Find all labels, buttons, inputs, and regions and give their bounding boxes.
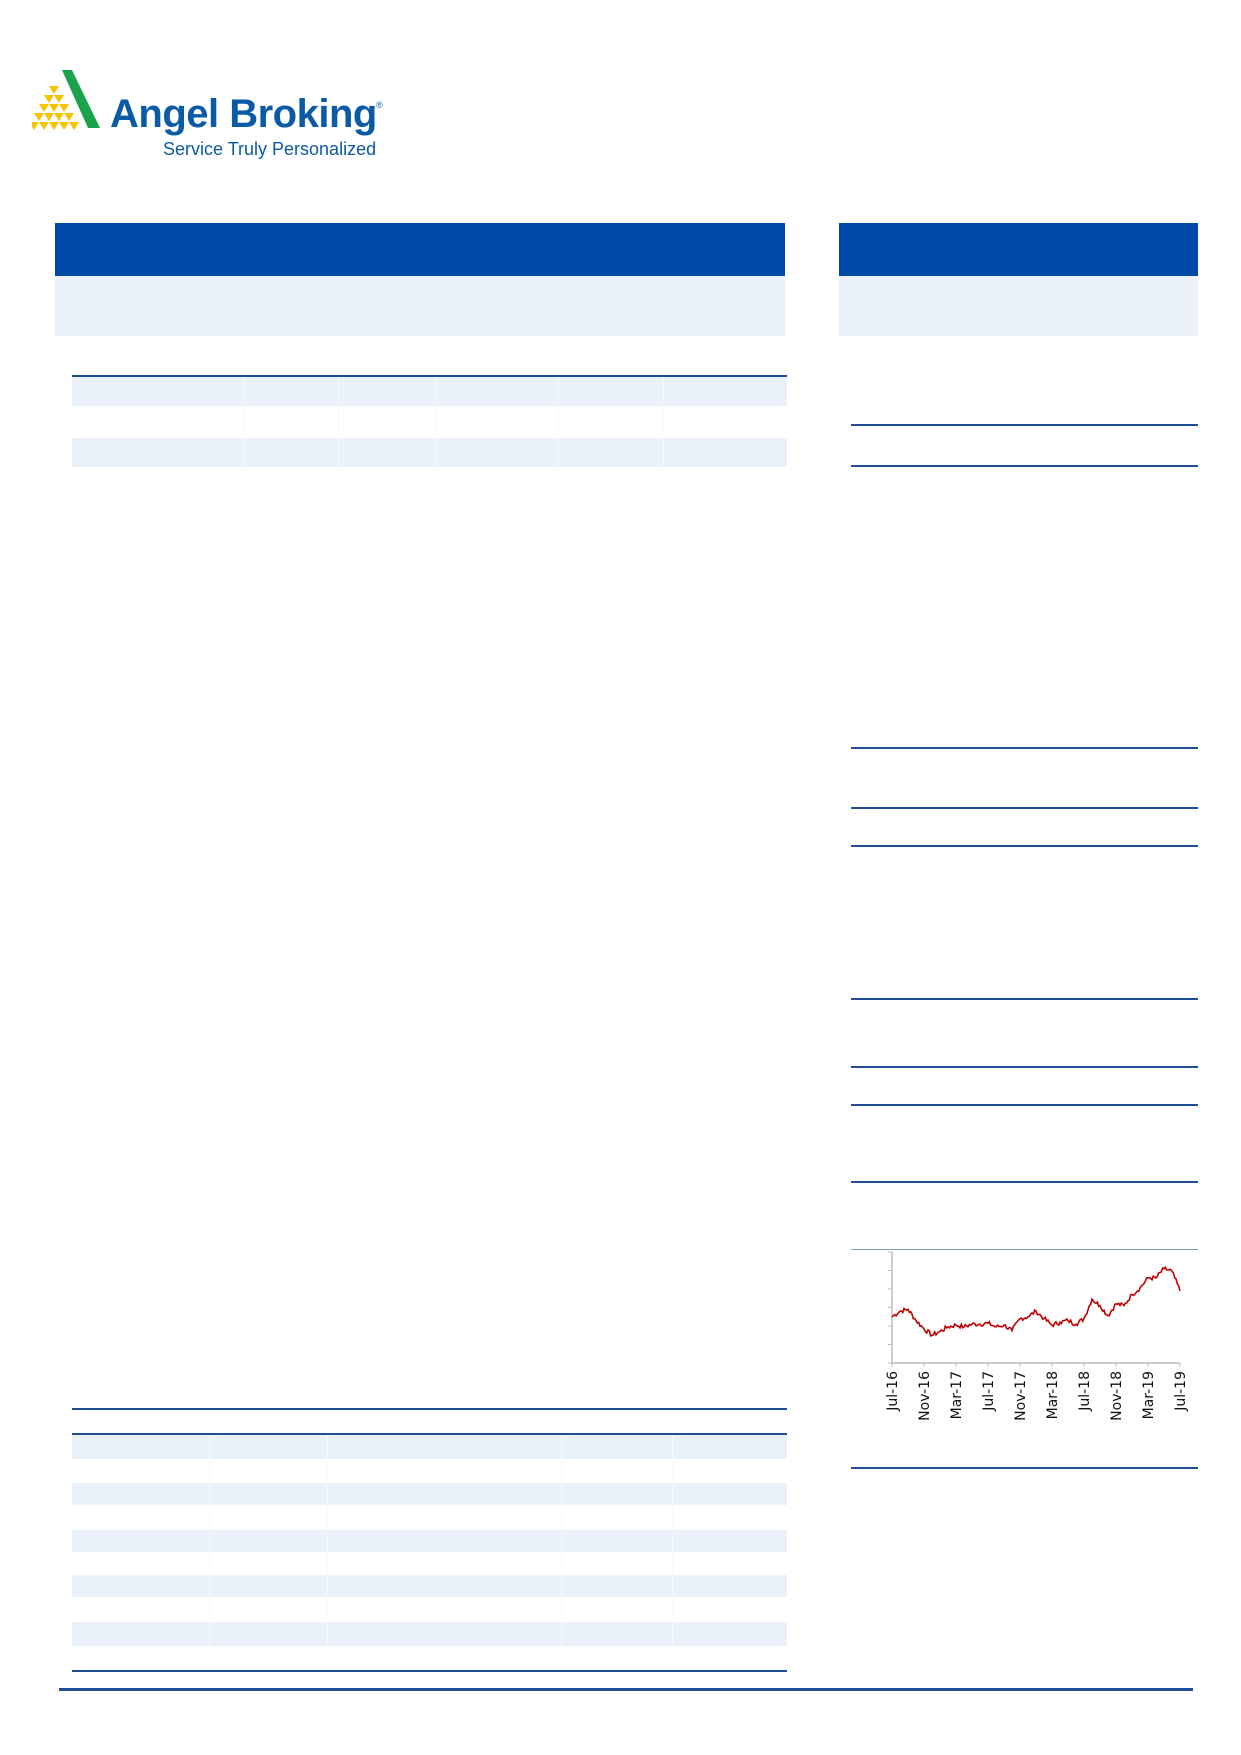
- registered-mark: ®: [376, 100, 383, 110]
- angel-logo-mark: [32, 70, 100, 130]
- sidebar-header-bar: [839, 223, 1198, 276]
- main-header-bar: [55, 223, 785, 276]
- x-tick-label: Nov-16: [917, 1371, 933, 1421]
- price-series-line: [891, 1265, 1181, 1338]
- x-tick-label: Jul-16: [885, 1371, 901, 1412]
- logo-name: Angel Broking: [110, 92, 377, 136]
- x-tick-label: Nov-18: [1109, 1371, 1125, 1421]
- logo-tagline: Service Truly Personalized: [163, 139, 377, 159]
- sidebar-summary-band: [839, 276, 1198, 336]
- x-tick-label: Mar-17: [949, 1371, 965, 1419]
- main-summary-band: [55, 276, 785, 336]
- x-tick-label: Nov-17: [1013, 1371, 1029, 1421]
- x-tick-label: Mar-19: [1141, 1371, 1157, 1419]
- footer-rule: [59, 1688, 1193, 1691]
- x-tick-label: Jul-19: [1173, 1371, 1189, 1412]
- x-tick-label: Jul-18: [1077, 1371, 1093, 1412]
- price-chart: Jul-16 Nov-16 Mar-17 Jul-17 Nov-17 Mar-18 Jul-…: [885, 1251, 1189, 1421]
- x-tick-label: Mar-18: [1045, 1371, 1061, 1419]
- x-tick-label: Jul-17: [981, 1371, 997, 1412]
